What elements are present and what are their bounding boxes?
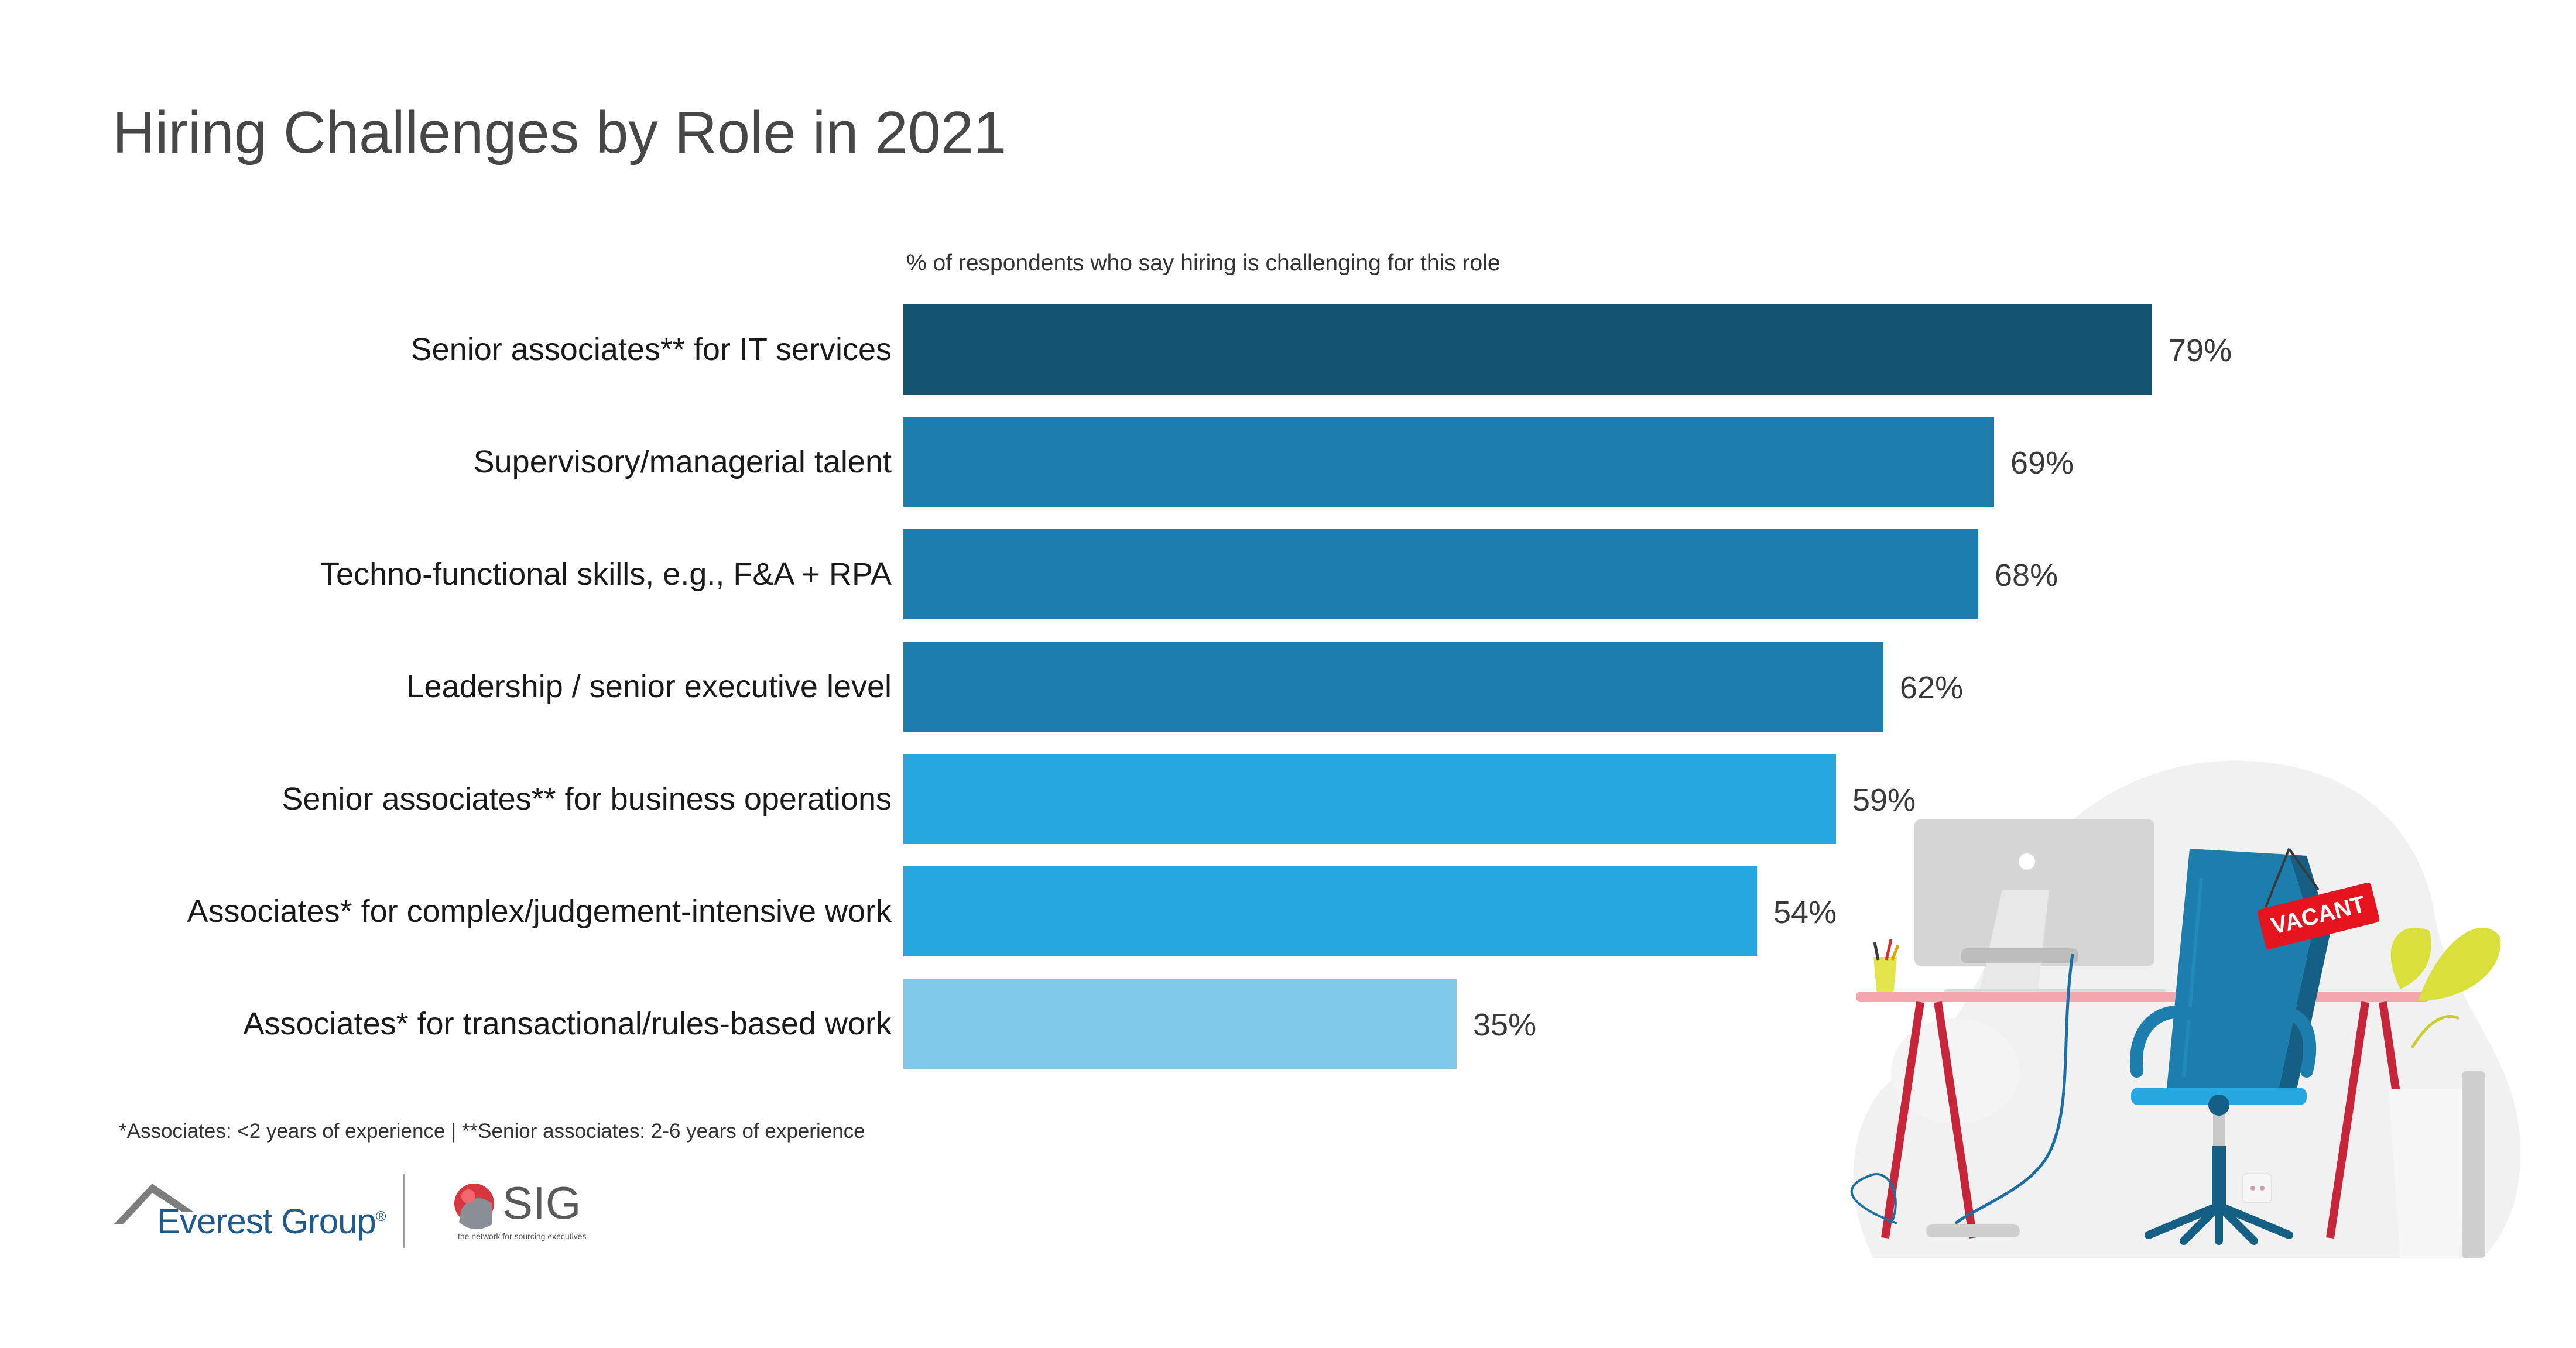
value-label: 59%	[1852, 783, 1916, 818]
value-label: 69%	[2010, 445, 2074, 481]
bar	[903, 304, 2152, 395]
category-label: Senior associates** for IT services	[411, 332, 892, 367]
desk-top	[1856, 992, 2430, 1002]
logo-divider	[403, 1174, 405, 1248]
bar	[903, 754, 1836, 844]
value-label: 62%	[1900, 670, 1963, 705]
category-label: Leadership / senior executive level	[407, 669, 892, 704]
vacant-desk-illustration: VACANT	[1850, 760, 2521, 1258]
chart-subtitle: % of respondents who say hiring is chall…	[906, 251, 1501, 276]
bar	[903, 417, 1994, 507]
sig-tagline: the network for sourcing executives	[458, 1232, 587, 1241]
category-label: Associates* for complex/judgement-intens…	[187, 894, 892, 929]
value-label: 54%	[1773, 895, 1837, 930]
category-label: Supervisory/managerial talent	[474, 444, 892, 479]
chart-title: Hiring Challenges by Role in 2021	[112, 100, 1007, 166]
bar	[903, 979, 1457, 1069]
sig-logo: SIG the network for sourcing executives	[451, 1177, 603, 1253]
footnote: *Associates: <2 years of experience | **…	[119, 1120, 865, 1143]
pencil-cup	[1873, 957, 1897, 995]
value-label: 35%	[1473, 1007, 1536, 1042]
category-label: Senior associates** for business operati…	[282, 781, 892, 817]
sig-mark-icon	[454, 1184, 494, 1230]
category-label: Techno-functional skills, e.g., F&A + RP…	[320, 557, 892, 592]
everest-group-logo: Everest Group®	[111, 1171, 386, 1253]
everest-group-name: Everest Group®	[157, 1202, 386, 1241]
plant-leaves	[2390, 927, 2431, 989]
bar	[903, 642, 1883, 732]
vacant-sign	[2257, 882, 2380, 949]
value-label: 79%	[2169, 333, 2232, 368]
sig-name: SIG	[502, 1177, 581, 1229]
bar	[903, 866, 1757, 956]
value-label: 68%	[1995, 558, 2058, 593]
bar	[903, 529, 1978, 619]
category-label: Associates* for transactional/rules-base…	[243, 1006, 892, 1041]
mountain-icon	[114, 1184, 193, 1224]
